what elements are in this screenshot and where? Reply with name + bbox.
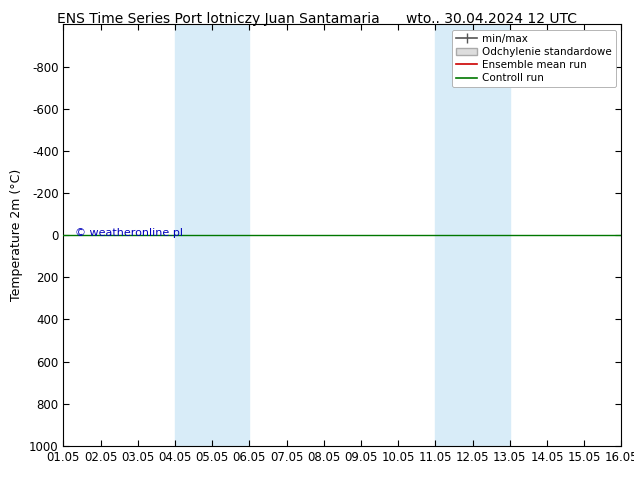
Y-axis label: Temperature 2m (°C): Temperature 2m (°C): [10, 169, 23, 301]
Text: ENS Time Series Port lotniczy Juan Santamaria      wto.. 30.04.2024 12 UTC: ENS Time Series Port lotniczy Juan Santa…: [57, 12, 577, 26]
Bar: [175, 24, 249, 446]
Bar: [436, 24, 510, 446]
Legend: min/max, Odchylenie standardowe, Ensemble mean run, Controll run: min/max, Odchylenie standardowe, Ensembl…: [452, 30, 616, 87]
Text: © weatheronline.pl: © weatheronline.pl: [75, 228, 183, 238]
